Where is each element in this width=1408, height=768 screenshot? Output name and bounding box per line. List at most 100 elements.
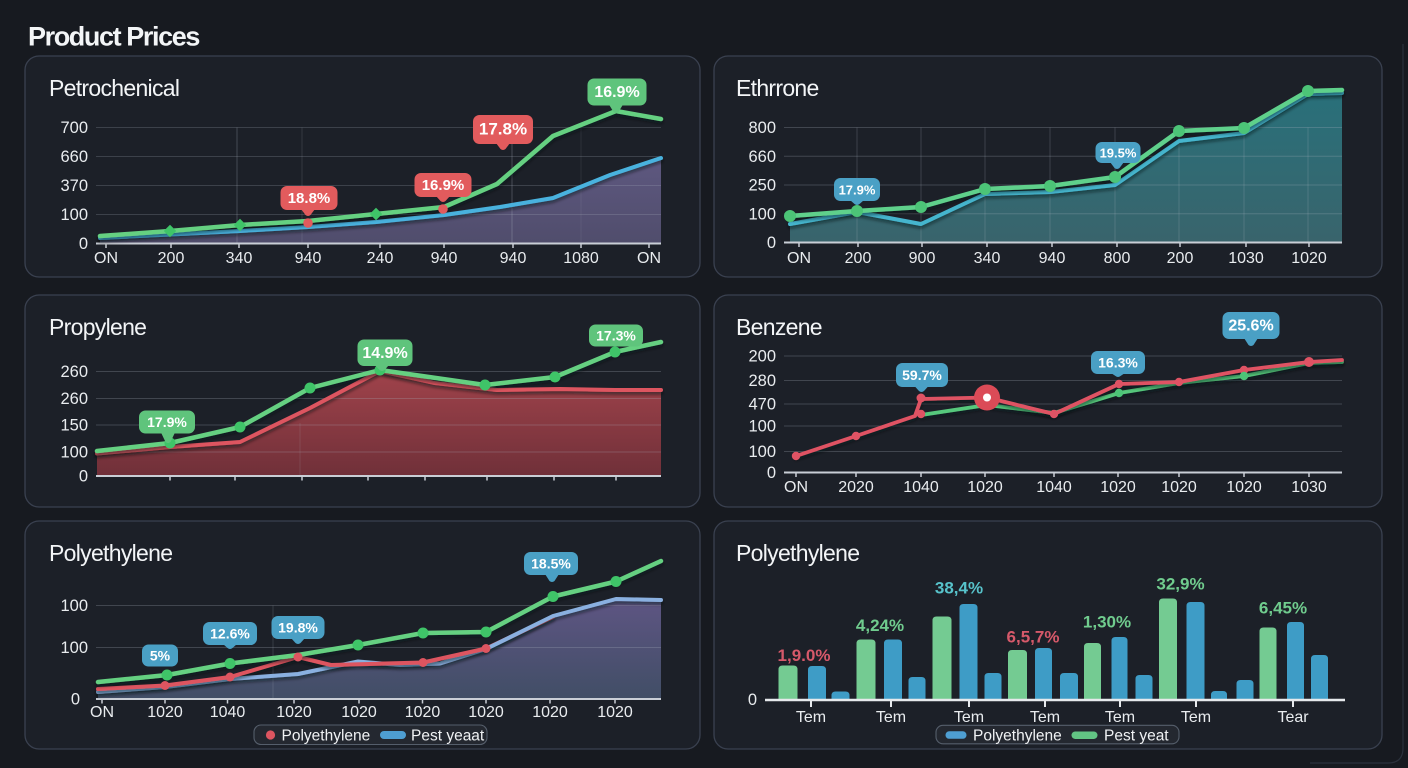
svg-text:Pest yeat: Pest yeat	[1104, 728, 1169, 745]
svg-text:940: 940	[295, 250, 322, 267]
svg-text:18.8%: 18.8%	[288, 190, 331, 207]
svg-text:32,9%: 32,9%	[1156, 575, 1204, 594]
svg-text:940: 940	[1039, 250, 1066, 267]
svg-text:Tem: Tem	[1030, 709, 1060, 726]
svg-text:Polyethylene: Polyethylene	[49, 540, 172, 566]
svg-text:14.9%: 14.9%	[362, 345, 407, 362]
svg-text:100: 100	[748, 418, 776, 436]
svg-text:470: 470	[748, 396, 776, 414]
svg-text:Benzene: Benzene	[736, 314, 822, 340]
svg-text:1020: 1020	[967, 479, 1003, 496]
svg-text:Tem: Tem	[1105, 709, 1135, 726]
svg-text:1040: 1040	[903, 479, 939, 496]
svg-text:1020: 1020	[597, 704, 633, 721]
svg-text:Pest yeaat: Pest yeaat	[411, 728, 485, 745]
svg-text:ON: ON	[90, 704, 114, 721]
svg-text:1020: 1020	[147, 704, 183, 721]
svg-text:ON: ON	[637, 250, 661, 267]
svg-text:16.3%: 16.3%	[1098, 355, 1138, 371]
svg-text:240: 240	[367, 250, 394, 267]
svg-text:260: 260	[60, 363, 88, 381]
svg-text:Polyethylene: Polyethylene	[282, 728, 371, 745]
svg-text:Tem: Tem	[1181, 709, 1211, 726]
svg-text:4,24%: 4,24%	[856, 616, 904, 635]
svg-text:38,4%: 38,4%	[935, 579, 983, 598]
svg-text:800: 800	[748, 119, 776, 137]
svg-text:18.5%: 18.5%	[531, 556, 571, 572]
svg-text:Polyethylene: Polyethylene	[736, 540, 859, 566]
svg-text:200: 200	[158, 250, 185, 267]
svg-text:1030: 1030	[1291, 479, 1327, 496]
svg-text:100: 100	[748, 205, 776, 223]
svg-text:900: 900	[909, 250, 936, 267]
svg-text:1030: 1030	[1228, 250, 1264, 267]
svg-text:100: 100	[60, 444, 88, 462]
svg-text:1020: 1020	[468, 704, 504, 721]
svg-text:0: 0	[71, 691, 80, 709]
svg-text:12.6%: 12.6%	[210, 626, 250, 642]
svg-text:660: 660	[748, 148, 776, 166]
svg-text:1040: 1040	[1036, 479, 1072, 496]
svg-text:0: 0	[748, 691, 757, 709]
svg-text:1020: 1020	[1100, 479, 1136, 496]
svg-text:Product Prices: Product Prices	[28, 22, 199, 52]
svg-text:17.9%: 17.9%	[839, 183, 876, 198]
svg-text:1080: 1080	[563, 250, 599, 267]
svg-text:250: 250	[748, 177, 776, 195]
svg-text:700: 700	[60, 119, 88, 137]
svg-text:1020: 1020	[276, 704, 312, 721]
svg-text:340: 340	[226, 250, 253, 267]
svg-text:370: 370	[60, 177, 88, 195]
svg-text:Tear: Tear	[1277, 709, 1309, 726]
svg-text:280: 280	[748, 372, 776, 390]
svg-text:260: 260	[60, 390, 88, 408]
svg-text:0: 0	[79, 235, 88, 253]
svg-text:100: 100	[60, 597, 88, 615]
svg-text:100: 100	[60, 639, 88, 657]
svg-text:2020: 2020	[838, 479, 874, 496]
svg-text:340: 340	[974, 250, 1001, 267]
svg-text:6,5,7%: 6,5,7%	[1007, 628, 1060, 647]
svg-text:19.8%: 19.8%	[278, 620, 318, 636]
svg-text:25.6%: 25.6%	[1228, 318, 1273, 335]
svg-text:17.9%: 17.9%	[147, 414, 187, 430]
svg-text:17.8%: 17.8%	[479, 120, 527, 139]
svg-text:ON: ON	[784, 479, 808, 496]
svg-text:17.3%: 17.3%	[596, 328, 636, 344]
svg-text:Tem: Tem	[954, 709, 984, 726]
svg-text:200: 200	[748, 348, 776, 366]
svg-text:ON: ON	[94, 250, 118, 267]
svg-text:Petrochenical: Petrochenical	[49, 75, 179, 101]
svg-text:1,9.0%: 1,9.0%	[778, 646, 831, 665]
svg-text:1020: 1020	[1291, 250, 1327, 267]
svg-text:660: 660	[60, 148, 88, 166]
svg-text:1020: 1020	[1226, 479, 1262, 496]
svg-text:19.5%: 19.5%	[1100, 146, 1137, 161]
svg-text:Propylene: Propylene	[49, 314, 146, 340]
svg-text:5%: 5%	[150, 648, 171, 664]
svg-text:Tem: Tem	[876, 709, 906, 726]
svg-text:ON: ON	[787, 250, 811, 267]
svg-text:Ethrrone: Ethrrone	[736, 75, 819, 101]
svg-text:1,30%: 1,30%	[1083, 613, 1131, 632]
svg-text:Tem: Tem	[796, 709, 826, 726]
svg-text:100: 100	[60, 206, 88, 224]
svg-text:0: 0	[767, 464, 776, 482]
svg-text:1040: 1040	[210, 704, 246, 721]
svg-text:800: 800	[1104, 250, 1131, 267]
svg-text:940: 940	[431, 250, 458, 267]
svg-text:200: 200	[845, 250, 872, 267]
svg-text:6,45%: 6,45%	[1259, 599, 1307, 618]
svg-text:200: 200	[1167, 250, 1194, 267]
svg-text:59.7%: 59.7%	[902, 367, 942, 383]
svg-text:0: 0	[767, 234, 776, 252]
svg-text:Polyethylene: Polyethylene	[973, 728, 1062, 745]
svg-text:100: 100	[748, 443, 776, 461]
svg-text:940: 940	[500, 250, 527, 267]
svg-text:1020: 1020	[405, 704, 441, 721]
svg-text:0: 0	[79, 468, 88, 486]
svg-text:1020: 1020	[532, 704, 568, 721]
svg-text:1020: 1020	[341, 704, 377, 721]
svg-text:16.9%: 16.9%	[594, 84, 639, 101]
svg-text:150: 150	[60, 417, 88, 435]
